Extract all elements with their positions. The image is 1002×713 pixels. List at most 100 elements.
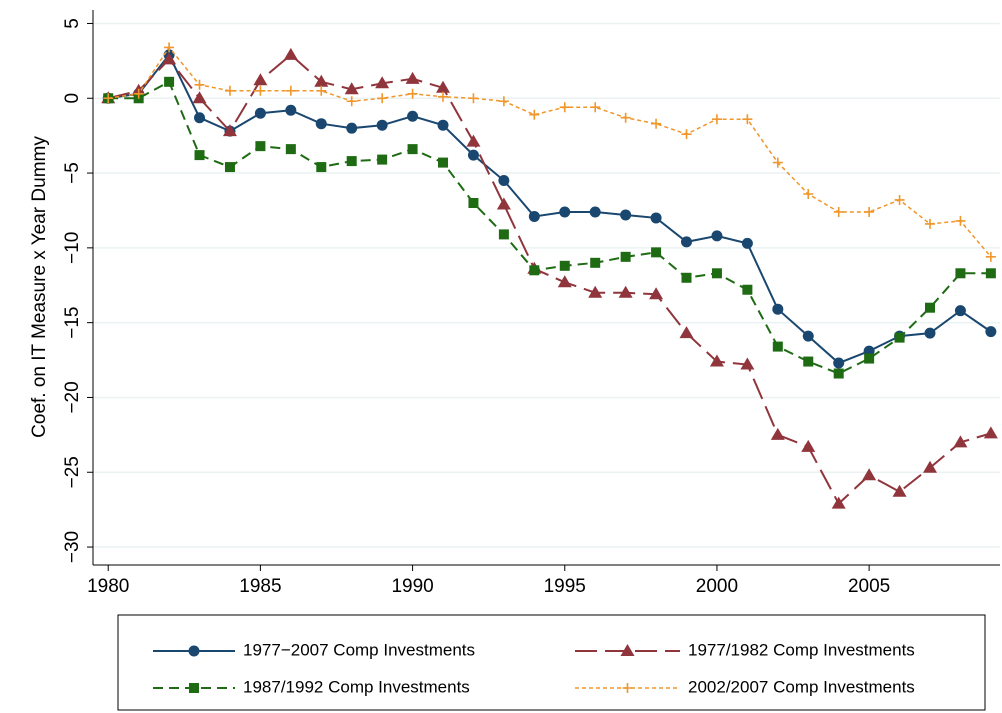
marker xyxy=(985,326,997,338)
y-tick-label: −10 xyxy=(62,232,83,264)
marker xyxy=(833,357,845,369)
marker xyxy=(772,341,783,352)
marker xyxy=(803,189,814,200)
marker xyxy=(985,251,996,262)
legend-label: 1987/1992 Comp Investments xyxy=(243,677,470,696)
marker xyxy=(376,119,388,131)
y-tick-label: −15 xyxy=(62,307,83,339)
marker xyxy=(224,85,235,96)
marker xyxy=(285,104,297,116)
y-tick-label: 5 xyxy=(62,18,83,29)
marker xyxy=(922,460,937,473)
x-tick-label: 1980 xyxy=(87,576,129,597)
marker xyxy=(711,230,723,242)
marker xyxy=(254,107,266,119)
marker xyxy=(467,149,479,161)
marker xyxy=(407,110,419,122)
marker xyxy=(955,215,966,226)
marker xyxy=(772,157,783,168)
marker xyxy=(496,197,511,210)
y-tick-label: −30 xyxy=(62,531,83,563)
marker xyxy=(194,112,206,124)
marker xyxy=(924,302,935,313)
marker xyxy=(650,212,662,224)
marker xyxy=(559,260,570,271)
marker xyxy=(194,150,205,161)
marker xyxy=(802,330,814,342)
marker xyxy=(437,119,449,131)
marker xyxy=(620,251,631,262)
marker xyxy=(559,206,571,218)
marker xyxy=(864,353,875,364)
marker xyxy=(620,209,632,221)
marker xyxy=(559,102,570,113)
marker xyxy=(894,332,905,343)
marker xyxy=(955,268,966,279)
marker xyxy=(407,144,418,155)
marker xyxy=(285,144,296,155)
marker xyxy=(222,124,237,137)
marker xyxy=(649,287,664,300)
x-tick-label: 1985 xyxy=(239,576,281,597)
marker xyxy=(831,496,846,509)
marker xyxy=(528,210,540,222)
y-tick-label: −5 xyxy=(62,162,83,184)
marker xyxy=(346,122,358,134)
x-tick-label: 1990 xyxy=(391,576,433,597)
series-line xyxy=(108,46,992,258)
marker xyxy=(864,206,875,217)
marker xyxy=(529,109,540,120)
marker xyxy=(742,284,753,295)
marker xyxy=(983,426,998,439)
y-tick-label: −20 xyxy=(62,381,83,413)
marker xyxy=(681,236,693,248)
marker xyxy=(924,327,936,339)
marker xyxy=(618,285,633,298)
legend-label: 1977/1982 Comp Investments xyxy=(688,640,915,659)
marker xyxy=(316,162,327,173)
marker xyxy=(346,156,357,167)
marker xyxy=(285,85,296,96)
marker xyxy=(405,71,420,84)
marker xyxy=(189,683,199,693)
marker xyxy=(620,644,635,656)
marker xyxy=(133,88,144,99)
marker xyxy=(985,268,996,279)
y-axis-label: Coef. on IT Measure x Year Dummy xyxy=(29,136,50,438)
marker xyxy=(498,175,510,187)
marker xyxy=(954,305,966,317)
marker xyxy=(622,683,633,693)
marker xyxy=(498,229,509,240)
marker xyxy=(862,468,877,481)
marker xyxy=(833,368,844,379)
marker xyxy=(468,197,479,208)
marker xyxy=(283,47,298,60)
marker xyxy=(711,268,722,279)
marker xyxy=(740,357,755,370)
marker xyxy=(346,96,357,107)
x-tick-label: 2005 xyxy=(848,576,890,597)
marker xyxy=(620,112,631,123)
marker xyxy=(438,91,449,102)
y-tick-label: 0 xyxy=(62,93,83,104)
marker xyxy=(924,218,935,229)
marker xyxy=(438,157,449,168)
series-line xyxy=(108,52,992,365)
marker xyxy=(709,354,724,367)
marker xyxy=(194,79,205,90)
marker xyxy=(164,76,175,87)
marker xyxy=(377,93,388,104)
marker xyxy=(557,275,572,288)
marker xyxy=(589,206,601,218)
legend-label: 2002/2007 Comp Investments xyxy=(688,677,915,696)
marker xyxy=(315,118,327,130)
marker xyxy=(894,194,905,205)
marker xyxy=(833,206,844,217)
marker xyxy=(590,257,601,268)
x-tick-label: 2000 xyxy=(696,576,738,597)
series-line xyxy=(107,53,992,506)
marker xyxy=(651,118,662,129)
marker xyxy=(468,93,479,104)
marker xyxy=(375,76,390,89)
